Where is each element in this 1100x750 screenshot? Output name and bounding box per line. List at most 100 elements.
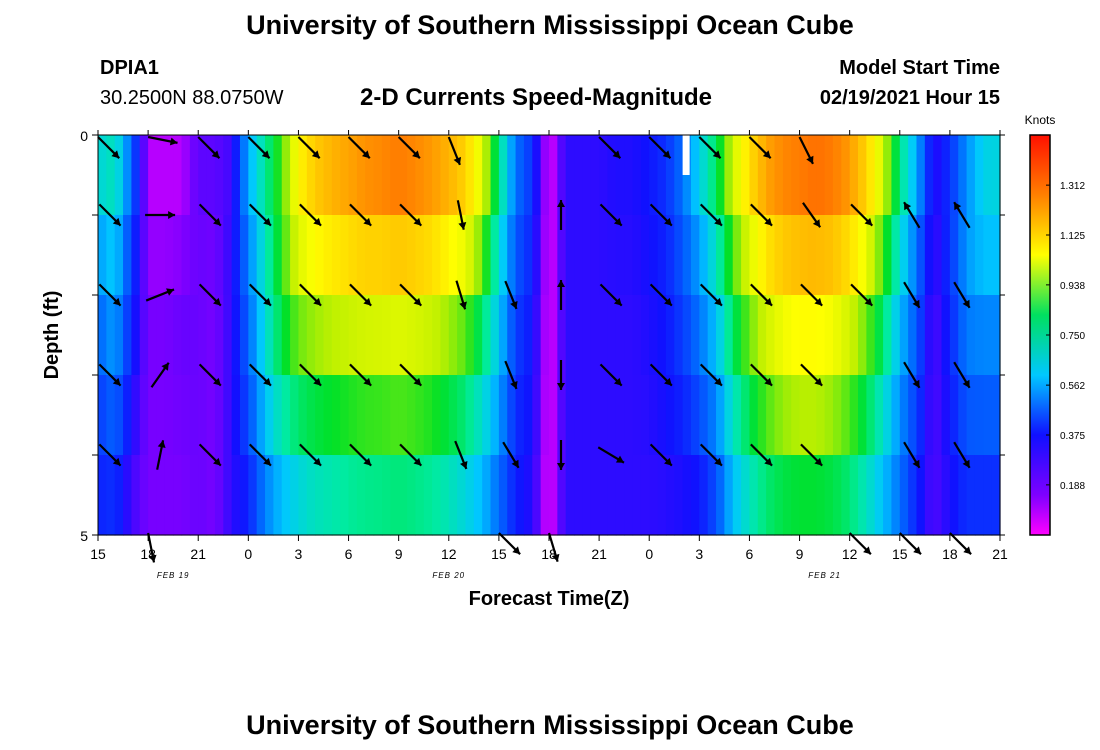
current-arrow (397, 136, 421, 159)
colorbar-tick-label: 1.125 (1060, 231, 1085, 242)
heat-cell (139, 215, 149, 296)
heat-cell (866, 455, 876, 536)
current-arrow (198, 203, 222, 227)
heat-cell (123, 215, 133, 296)
heat-cell (724, 295, 734, 376)
heat-cell (832, 295, 842, 376)
heat-cell (949, 215, 959, 296)
heat-cell (423, 375, 433, 456)
heat-cell (98, 375, 107, 456)
heat-cell (298, 375, 308, 456)
arrow-head (864, 217, 873, 226)
heat-cell (381, 375, 391, 456)
heat-cell (749, 455, 759, 536)
current-arrow (903, 281, 921, 309)
heat-cell (407, 295, 416, 376)
heat-cell (858, 455, 867, 536)
heat-cell (507, 375, 517, 456)
heat-cell (164, 215, 174, 296)
heat-cell (941, 215, 951, 296)
heat-cell (599, 135, 609, 216)
heat-cell (807, 215, 817, 296)
heat-cell (807, 455, 817, 536)
heat-cell (223, 455, 233, 536)
heat-cell (899, 135, 909, 216)
heat-cell (924, 215, 934, 296)
arrow-head (460, 460, 468, 469)
arrow-head (557, 200, 565, 207)
heat-cell (908, 215, 918, 296)
arrow-head (814, 457, 823, 466)
heat-cell (966, 455, 976, 536)
heat-cell (565, 295, 575, 376)
current-arrow (498, 532, 521, 555)
arrow-head (111, 150, 120, 159)
heat-cell (390, 295, 400, 376)
heat-cell (181, 135, 191, 216)
heat-cell (532, 135, 542, 216)
heat-cell (164, 295, 174, 376)
heat-cell (239, 375, 249, 456)
heat-cell (231, 215, 241, 296)
current-arrow (750, 363, 773, 387)
arrow-head (512, 546, 521, 555)
heat-cell (290, 375, 300, 456)
heat-cell (574, 455, 584, 536)
heat-cell (599, 215, 609, 296)
heat-cell (983, 375, 993, 456)
arrow-head (963, 546, 972, 555)
arrow-head (613, 217, 622, 226)
heat-cell (899, 455, 909, 536)
heat-cell (807, 295, 817, 376)
heat-cell (774, 215, 784, 296)
arrow-head (213, 297, 221, 306)
current-arrow (953, 201, 971, 229)
arrow-head (613, 297, 622, 306)
heat-cell (231, 375, 241, 456)
current-arrow (147, 532, 157, 563)
heat-cell (916, 135, 926, 216)
heat-cell (574, 135, 584, 216)
heat-cell (841, 455, 851, 536)
arrow-head (664, 217, 672, 226)
heat-cell (198, 135, 208, 216)
heat-cell (924, 455, 934, 536)
arrow-head (453, 156, 462, 165)
current-arrow (649, 363, 673, 387)
heat-cell (549, 215, 558, 296)
heat-cell (590, 215, 600, 296)
heat-cell (256, 375, 266, 456)
heat-cell (106, 295, 116, 376)
heat-cell (315, 295, 325, 376)
heat-cell (340, 295, 350, 376)
heat-cell (883, 135, 893, 216)
heat-cell (741, 215, 751, 296)
heat-cell (891, 295, 901, 376)
heat-cell (523, 135, 533, 216)
heat-cell (498, 135, 508, 216)
heat-cell (657, 455, 667, 536)
heat-cell (189, 455, 199, 536)
heat-cell (123, 135, 133, 216)
heat-cell (423, 135, 433, 216)
current-arrow (98, 283, 122, 307)
heat-cell (340, 135, 350, 216)
heat-cell (273, 135, 283, 216)
current-arrow (198, 363, 222, 387)
heat-cell (173, 215, 183, 296)
heat-cell (883, 455, 893, 536)
heat-cell (933, 135, 943, 216)
heat-cell (849, 295, 859, 376)
colorbar-tick-label: 0.938 (1060, 281, 1085, 292)
date-label: FEB 19 (157, 571, 190, 580)
heat-cell (306, 455, 316, 536)
arrow-head (551, 553, 560, 562)
date-label: FEB 21 (808, 571, 841, 580)
heat-cell (223, 375, 233, 456)
heat-cell (816, 135, 826, 216)
heat-cell (632, 375, 642, 456)
heat-cell (398, 215, 408, 296)
heat-cell (908, 455, 918, 536)
heat-cell (749, 215, 759, 296)
heat-cell (415, 215, 425, 296)
